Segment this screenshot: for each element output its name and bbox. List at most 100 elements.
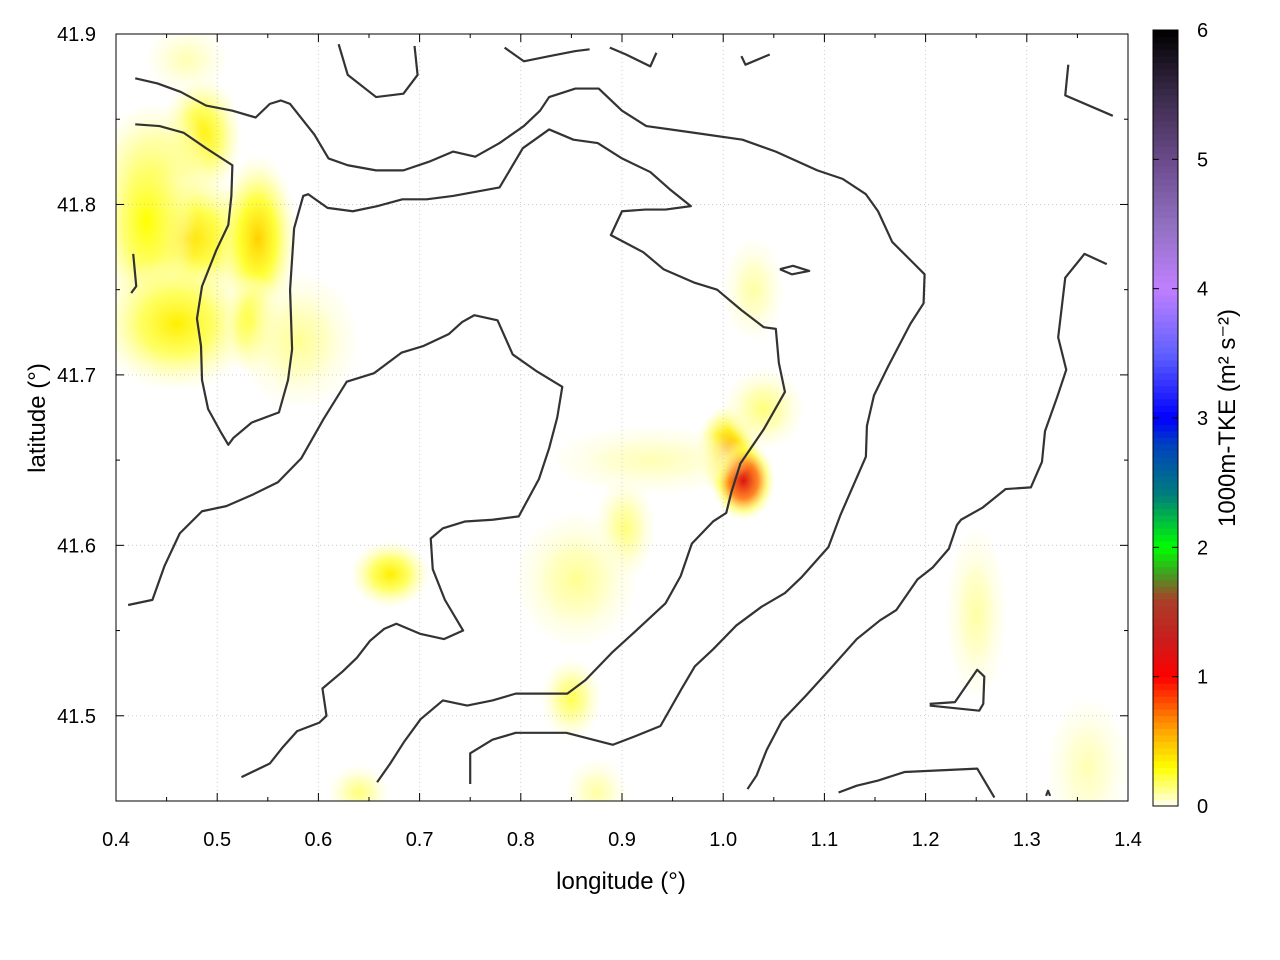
- colorbar-swatch: [1153, 288, 1178, 296]
- contour-line: [503, 46, 590, 63]
- tke-heatmap: [116, 34, 1128, 801]
- colorbar-swatch: [1153, 101, 1178, 109]
- colorbar-tick-label: 1: [1197, 667, 1208, 689]
- colorbar-swatch: [1153, 637, 1178, 645]
- colorbar-swatch: [1153, 243, 1178, 251]
- x-tick-label: 0.6: [304, 829, 332, 851]
- colorbar-swatch: [1153, 521, 1178, 529]
- colorbar-swatch: [1153, 172, 1178, 180]
- colorbar-swatch: [1153, 579, 1178, 587]
- y-tick-labels: 41.5 41.6 41.7 41.8 41.9: [57, 24, 96, 728]
- colorbar-swatch: [1153, 405, 1178, 413]
- colorbar-swatch: [1153, 127, 1178, 135]
- colorbar-swatch: [1153, 165, 1178, 173]
- colorbar-swatch: [1153, 139, 1178, 147]
- colorbar-swatch: [1153, 683, 1178, 691]
- contour-line: [746, 252, 1108, 790]
- colorbar-swatch: [1153, 644, 1178, 652]
- x-tick-labels: 0.4 0.5 0.6 0.7 0.8 0.9 1.0 1.1 1.2 1.3 1.4: [102, 829, 1142, 851]
- colorbar-swatch: [1153, 463, 1178, 471]
- tke-cell: [328, 765, 390, 801]
- x-tick-label: 1.2: [912, 829, 940, 851]
- colorbar-swatch: [1153, 599, 1178, 607]
- colorbar-swatch: [1153, 754, 1178, 762]
- colorbar-swatch: [1153, 68, 1178, 76]
- x-tick-label: 1.4: [1114, 829, 1142, 851]
- y-tick-label: 41.8: [57, 194, 96, 216]
- y-tick-label: 41.6: [57, 535, 96, 557]
- colorbar-swatch: [1153, 696, 1178, 704]
- tke-cell: [1047, 698, 1128, 801]
- colorbar-swatch: [1153, 508, 1178, 516]
- colorbar-swatch: [1153, 424, 1178, 432]
- colorbar-swatch: [1153, 81, 1178, 89]
- colorbar-swatch: [1153, 605, 1178, 613]
- colorbar-swatch: [1153, 799, 1178, 807]
- y-tick-label: 41.7: [57, 365, 96, 387]
- colorbar-swatch: [1153, 275, 1178, 283]
- tke-cell: [566, 758, 628, 801]
- x-tick-label: 1.1: [810, 829, 838, 851]
- colorbar-swatch: [1153, 94, 1178, 102]
- colorbar-tick-label: 3: [1197, 408, 1208, 430]
- colorbar-swatch: [1153, 308, 1178, 316]
- contour-line: [135, 123, 787, 783]
- colorbar-swatch: [1153, 191, 1178, 199]
- colorbar: [1152, 29, 1179, 807]
- y-tick-label: 41.5: [57, 706, 96, 728]
- colorbar-swatch: [1153, 36, 1178, 44]
- tke-cell: [551, 426, 754, 495]
- tke-cell: [349, 540, 431, 609]
- tke-cell: [237, 272, 359, 409]
- colorbar-swatch: [1153, 540, 1178, 548]
- colorbar-swatch: [1153, 709, 1178, 717]
- colorbar-swatch: [1153, 327, 1178, 335]
- colorbar-swatch: [1153, 456, 1178, 464]
- colorbar-swatch: [1153, 353, 1178, 361]
- colorbar-swatch: [1153, 650, 1178, 658]
- colorbar-swatch: [1153, 159, 1178, 167]
- colorbar-tick-labels: 0 1 2 3 4 5 6: [1197, 20, 1208, 818]
- contour-line: [929, 668, 986, 712]
- colorbar-swatch: [1153, 282, 1178, 290]
- grid-lines: [116, 34, 1128, 801]
- colorbar-swatch: [1153, 49, 1178, 57]
- colorbar-swatch: [1153, 443, 1178, 451]
- colorbar-swatch: [1153, 793, 1178, 801]
- colorbar-swatch: [1153, 366, 1178, 374]
- colorbar-swatch: [1153, 721, 1178, 729]
- colorbar-swatch: [1153, 786, 1178, 794]
- colorbar-swatch: [1153, 178, 1178, 186]
- colorbar-swatch: [1153, 612, 1178, 620]
- colorbar-swatch: [1153, 224, 1178, 232]
- colorbar-swatch: [1153, 314, 1178, 322]
- x-axis-label: longitude (°): [556, 868, 686, 895]
- colorbar-swatch: [1153, 734, 1178, 742]
- colorbar-swatch: [1153, 489, 1178, 497]
- contour-line: [134, 77, 926, 784]
- x-tick-label: 0.8: [507, 829, 535, 851]
- tke-cell: [146, 34, 228, 94]
- colorbar-swatch: [1153, 62, 1178, 70]
- colorbar-swatch: [1153, 670, 1178, 678]
- contour-lines: [127, 43, 1114, 799]
- colorbar-swatch: [1153, 515, 1178, 523]
- tke-cell: [723, 368, 805, 450]
- colorbar-swatch: [1153, 418, 1178, 426]
- colorbar-swatch: [1153, 592, 1178, 600]
- colorbar-swatch: [1153, 702, 1178, 710]
- colorbar-tick-label: 6: [1197, 20, 1208, 42]
- tke-cell: [116, 255, 258, 392]
- colorbar-swatch: [1153, 269, 1178, 277]
- colorbar-swatch: [1153, 411, 1178, 419]
- colorbar-tick-label: 4: [1197, 279, 1208, 301]
- colorbar-swatch: [1153, 198, 1178, 206]
- colorbar-swatch: [1153, 663, 1178, 671]
- colorbar-swatch: [1153, 780, 1178, 788]
- colorbar-swatch: [1153, 295, 1178, 303]
- tke-cell: [723, 238, 784, 341]
- tke-cell: [945, 528, 1007, 699]
- colorbar-swatch: [1153, 321, 1178, 329]
- colorbar-swatch: [1153, 560, 1178, 568]
